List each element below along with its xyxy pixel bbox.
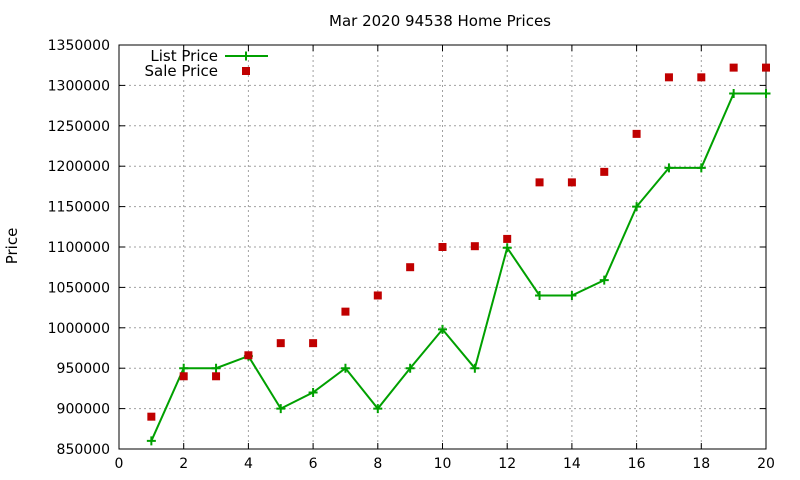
list-price-point	[276, 404, 286, 414]
x-tick-label: 8	[373, 456, 382, 472]
x-tick-label: 14	[563, 456, 581, 472]
list-price-series	[146, 88, 771, 446]
sale-price-point	[147, 412, 156, 421]
list-price-line	[150, 92, 766, 442]
list-price-point	[599, 275, 609, 285]
list-price-point	[308, 387, 318, 397]
list-price-point	[340, 363, 350, 373]
sale-price-point	[309, 339, 318, 348]
legend-marker-list-price	[241, 51, 251, 61]
sale-price-point	[503, 234, 512, 243]
y-tick-label: 850000	[57, 442, 110, 458]
axis-ticks: 0 2 4 6 8 10 12 14 16 18 20 850000 900000 950000 10000…	[48, 38, 775, 472]
y-tick-label: 1250000	[48, 119, 110, 135]
list-price-point	[470, 363, 480, 373]
sale-price-point	[567, 178, 576, 187]
sale-price-point	[341, 307, 350, 316]
y-tick-label: 1200000	[48, 159, 110, 175]
list-price-point	[373, 404, 383, 414]
list-price-point	[729, 88, 739, 98]
list-price-point	[405, 363, 415, 373]
y-tick-label: 1350000	[48, 38, 110, 54]
y-tick-label: 1100000	[48, 240, 110, 256]
x-tick-label: 4	[244, 456, 253, 472]
list-price-point	[146, 436, 156, 446]
x-tick-label: 20	[757, 456, 775, 472]
list-price-point	[438, 324, 447, 334]
sale-price-point	[729, 63, 738, 72]
list-price-point	[632, 202, 642, 212]
list-price-point	[502, 243, 512, 253]
sale-price-point	[373, 291, 382, 300]
y-tick-label: 900000	[57, 402, 110, 418]
sale-price-point	[276, 339, 285, 348]
sale-price-point	[470, 242, 479, 251]
sale-price-point	[600, 167, 609, 176]
y-tick-label: 950000	[57, 361, 110, 377]
x-tick-label: 18	[692, 456, 710, 472]
list-price-point	[664, 163, 674, 173]
y-tick-label: 1300000	[48, 78, 110, 94]
y-axis-label: Price	[3, 228, 21, 265]
sale-price-point	[212, 372, 221, 381]
sale-price-point	[406, 263, 415, 272]
x-tick-label: 16	[628, 456, 646, 472]
legend-marker-sale-price	[242, 67, 250, 75]
sale-price-point	[244, 351, 253, 360]
y-tick-label: 1150000	[48, 200, 110, 216]
x-tick-label: 12	[498, 456, 516, 472]
sale-price-point	[632, 129, 641, 138]
list-price-point	[696, 163, 706, 173]
sale-price-point	[179, 372, 188, 381]
sale-price-point	[438, 243, 447, 251]
x-tick-label: 6	[309, 456, 318, 472]
list-price-point	[761, 88, 771, 98]
list-price-point	[211, 363, 221, 373]
grid	[119, 45, 766, 449]
sale-price-point	[697, 73, 706, 82]
legend-label-list-price: List Price	[150, 47, 218, 65]
list-price-point	[535, 290, 545, 300]
series	[146, 63, 771, 446]
y-tick-label: 1050000	[48, 280, 110, 296]
sale-price-series	[147, 63, 770, 421]
legend-label-sale-price: Sale Price	[145, 62, 218, 80]
x-tick-label: 10	[434, 456, 452, 472]
x-tick-label: 0	[115, 456, 124, 472]
sale-price-point	[535, 178, 544, 187]
list-price-point	[179, 363, 189, 373]
chart-title: Mar 2020 94538 Home Prices	[329, 12, 551, 30]
sale-price-point	[664, 73, 673, 82]
list-price-point	[567, 290, 577, 300]
sale-price-point	[762, 63, 770, 72]
y-tick-label: 1000000	[48, 321, 110, 337]
x-tick-label: 2	[179, 456, 188, 472]
